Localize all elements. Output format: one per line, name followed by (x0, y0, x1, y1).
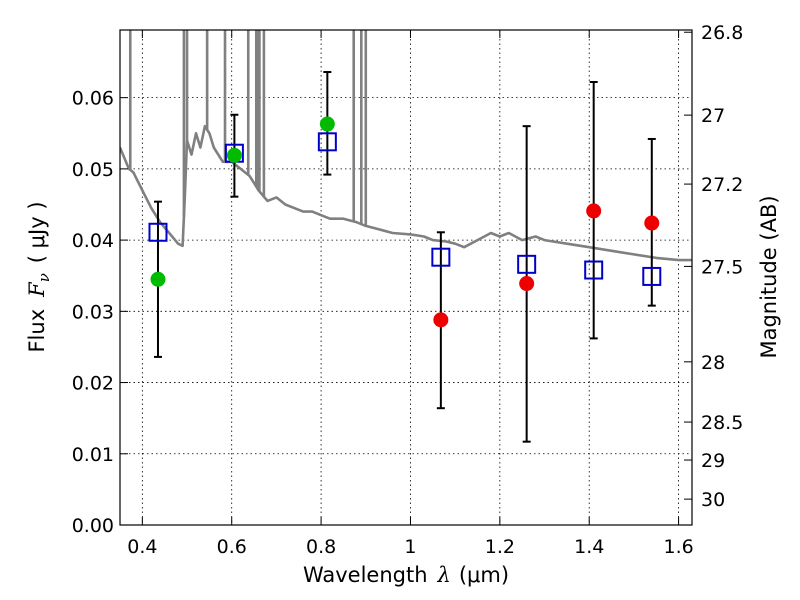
grid-lines (120, 30, 692, 526)
model-point (584, 260, 604, 280)
axis-ticks: 0.4 0.6 0.8 1 1.2 1.4 1.6 0.00 0.01 0.02 0.03 0.04 0… (72, 22, 744, 558)
plot-frame (119, 29, 693, 526)
y2-tick-label: 28.5 (701, 412, 743, 434)
model-point (148, 222, 168, 242)
x-tick-label: 0.8 (306, 536, 336, 558)
y-tick-label: 0.05 (72, 159, 114, 181)
y-tick-label: 0.04 (72, 230, 114, 252)
y2-axis-label: Magnitude (AB) (757, 195, 781, 358)
observed-point (644, 215, 660, 231)
y-tick-label: 0.06 (72, 88, 114, 110)
observed-point (586, 203, 602, 219)
x-tick-label: 1 (404, 536, 416, 558)
y2-tick-label: 27.2 (701, 174, 743, 196)
x-axis-label: Wavelength λ (μm) (303, 563, 509, 587)
y-tick-label: 0.01 (72, 444, 114, 466)
plot-area (120, 30, 692, 262)
y-tick-label: 0.00 (72, 515, 114, 537)
y-axis-label: FluxFν( μJy ) (25, 201, 53, 352)
y2-tick-label: 27 (701, 105, 725, 127)
y2-tick-label: 29 (701, 450, 725, 472)
y2-tick-label: 27.5 (701, 256, 743, 278)
model-point (642, 266, 662, 286)
observed-point (150, 271, 166, 287)
y2-tick-label: 26.8 (701, 22, 743, 44)
observed-point (433, 312, 449, 328)
x-tick-label: 1.4 (574, 536, 604, 558)
observed-point (319, 116, 335, 132)
x-tick-label: 0.4 (127, 536, 157, 558)
y2-tick-label: 30 (701, 489, 725, 511)
observed-point (519, 276, 535, 292)
error-bars (148, 71, 662, 443)
model-point (517, 254, 537, 274)
model-point (317, 132, 337, 152)
y-tick-label: 0.02 (72, 373, 114, 395)
y2-tick-label: 28 (701, 352, 725, 374)
observed-point (226, 147, 242, 163)
y-tick-label: 0.03 (72, 301, 114, 323)
model-point (431, 247, 451, 267)
x-tick-label: 0.6 (217, 536, 247, 558)
x-tick-label: 1.6 (663, 536, 693, 558)
x-tick-label: 1.2 (485, 536, 515, 558)
